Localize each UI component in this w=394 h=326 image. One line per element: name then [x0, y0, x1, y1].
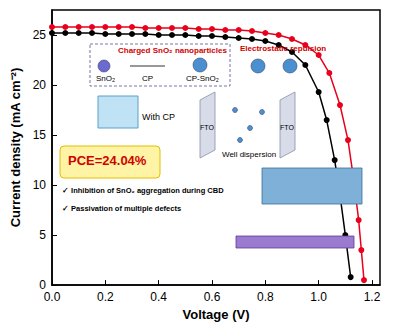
svg-text:SnO₂: SnO₂	[96, 74, 115, 83]
svg-text:Electrostatic repulsion: Electrostatic repulsion	[240, 44, 326, 53]
svg-text:5: 5	[39, 228, 46, 242]
svg-text:0.2: 0.2	[97, 290, 114, 304]
svg-text:Well dispersion: Well dispersion	[222, 150, 276, 159]
svg-text:With CP: With CP	[142, 112, 175, 122]
svg-text:1.0: 1.0	[310, 290, 327, 304]
svg-text:Charged SnO₂ nanoparticles: Charged SnO₂ nanoparticles	[118, 46, 227, 55]
svg-text:Current density (mA cm⁻²): Current density (mA cm⁻²)	[8, 68, 23, 228]
svg-text:✓ Passivation of multiple defe: ✓ Passivation of multiple defects	[62, 204, 181, 213]
svg-text:0.4: 0.4	[150, 290, 167, 304]
svg-text:PCE=24.04%: PCE=24.04%	[68, 153, 147, 168]
svg-text:25: 25	[33, 28, 47, 42]
svg-text:10: 10	[33, 178, 47, 192]
svg-text:0.8: 0.8	[257, 290, 274, 304]
svg-text:1.2: 1.2	[364, 290, 381, 304]
svg-text:FTO: FTO	[200, 124, 214, 131]
svg-text:CP-SnO₂: CP-SnO₂	[186, 74, 219, 83]
svg-text:CP: CP	[142, 74, 153, 83]
svg-text:15: 15	[33, 128, 47, 142]
svg-text:✓ Inhibition of SnO₂ aggregati: ✓ Inhibition of SnO₂ aggregation during …	[62, 186, 224, 195]
svg-text:20: 20	[33, 78, 47, 92]
svg-text:0.6: 0.6	[204, 290, 221, 304]
svg-text:Voltage (V): Voltage (V)	[183, 307, 250, 322]
svg-text:0.0: 0.0	[44, 290, 61, 304]
svg-text:0: 0	[39, 278, 46, 293]
svg-text:FTO: FTO	[280, 124, 294, 131]
